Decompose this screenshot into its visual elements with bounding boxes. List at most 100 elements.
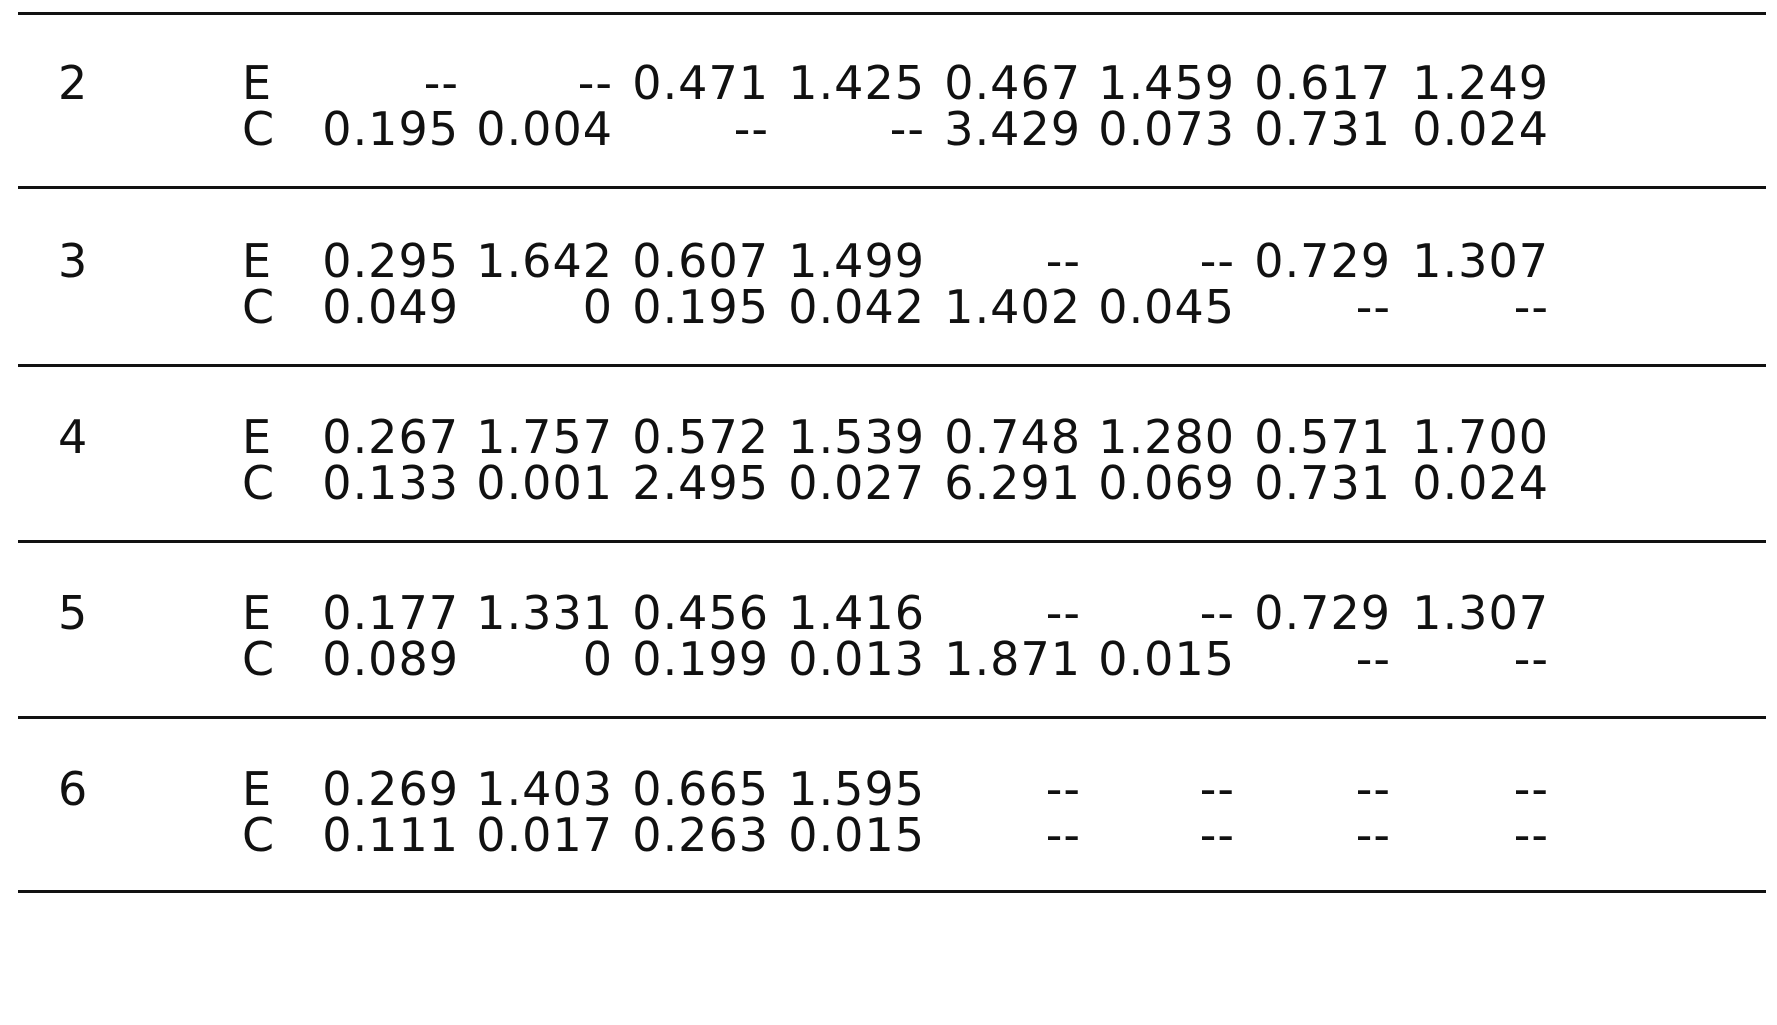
table-cell-c: 0.013 xyxy=(788,632,925,686)
table-cell-e: -- xyxy=(1199,234,1235,288)
table-cell-e: 1.307 xyxy=(1412,586,1549,640)
table-cell-e: -- xyxy=(423,56,459,110)
table-cell-e: 0.729 xyxy=(1254,586,1391,640)
table-cell-c: 0.111 xyxy=(322,808,459,862)
row-c-label: C xyxy=(242,456,276,510)
horizontal-rule xyxy=(18,716,1766,719)
table-cell-e: 0.572 xyxy=(632,410,769,464)
table-cell-c: 0.017 xyxy=(476,808,613,862)
table-cell-e: -- xyxy=(1199,762,1235,816)
table-cell-c: -- xyxy=(1513,808,1549,862)
horizontal-rule xyxy=(18,186,1766,189)
table-cell-c: 0.027 xyxy=(788,456,925,510)
table-cell-c: 0.024 xyxy=(1412,456,1549,510)
table-cell-e: 1.331 xyxy=(476,586,613,640)
table-cell-e: 1.416 xyxy=(788,586,925,640)
table-cell-c: 6.291 xyxy=(944,456,1081,510)
horizontal-rule xyxy=(18,12,1766,15)
row-e-label: E xyxy=(242,410,273,464)
table-cell-e: 1.307 xyxy=(1412,234,1549,288)
table-cell-e: 1.403 xyxy=(476,762,613,816)
table-cell-c: -- xyxy=(1513,280,1549,334)
table-cell-e: 1.757 xyxy=(476,410,613,464)
table-cell-e: 1.700 xyxy=(1412,410,1549,464)
horizontal-rule xyxy=(18,540,1766,543)
table-cell-e: -- xyxy=(1045,234,1081,288)
table-cell-c: 0.004 xyxy=(476,102,613,156)
table-cell-c: 0.042 xyxy=(788,280,925,334)
row-block-number: 4 xyxy=(58,410,89,464)
table-cell-e: -- xyxy=(1513,762,1549,816)
row-c-label: C xyxy=(242,808,276,862)
table-cell-e: 1.249 xyxy=(1412,56,1549,110)
table-cell-c: -- xyxy=(889,102,925,156)
table-cell-e: -- xyxy=(1045,762,1081,816)
table-cell-e: 0.295 xyxy=(322,234,459,288)
row-e-label: E xyxy=(242,586,273,640)
table-cell-c: 0.263 xyxy=(632,808,769,862)
table-cell-c: 0.089 xyxy=(322,632,459,686)
table-cell-e: 0.748 xyxy=(944,410,1081,464)
row-block-number: 3 xyxy=(58,234,89,288)
table-cell-e: 1.595 xyxy=(788,762,925,816)
table-cell-e: 0.665 xyxy=(632,762,769,816)
table-cell-c: 0.073 xyxy=(1098,102,1235,156)
row-c-label: C xyxy=(242,632,276,686)
table-cell-c: -- xyxy=(1199,808,1235,862)
table-cell-c: -- xyxy=(1355,808,1391,862)
table-cell-c: 0 xyxy=(582,280,613,334)
table-cell-c: 0.199 xyxy=(632,632,769,686)
table-cell-c: -- xyxy=(1513,632,1549,686)
table-cell-e: -- xyxy=(577,56,613,110)
table-cell-e: 0.607 xyxy=(632,234,769,288)
row-block-number: 5 xyxy=(58,586,89,640)
row-e-label: E xyxy=(242,56,273,110)
table-cell-e: -- xyxy=(1355,762,1391,816)
table-cell-c: 0.195 xyxy=(322,102,459,156)
table-cell-c: 0.195 xyxy=(632,280,769,334)
table-cell-e: 0.177 xyxy=(322,586,459,640)
table-cell-c: 0.001 xyxy=(476,456,613,510)
table-cell-c: -- xyxy=(1045,808,1081,862)
table-cell-e: -- xyxy=(1045,586,1081,640)
table-cell-e: 1.539 xyxy=(788,410,925,464)
table-cell-c: 0.133 xyxy=(322,456,459,510)
table-cell-e: 0.267 xyxy=(322,410,459,464)
row-e-label: E xyxy=(242,234,273,288)
table-cell-c: -- xyxy=(733,102,769,156)
table-cell-e: 0.456 xyxy=(632,586,769,640)
row-c-label: C xyxy=(242,280,276,334)
table-cell-e: 1.499 xyxy=(788,234,925,288)
table-cell-e: 1.459 xyxy=(1098,56,1235,110)
table-cell-e: 0.471 xyxy=(632,56,769,110)
table-cell-c: 2.495 xyxy=(632,456,769,510)
table-cell-e: 1.642 xyxy=(476,234,613,288)
table-cell-c: -- xyxy=(1355,632,1391,686)
table-cell-c: 0.045 xyxy=(1098,280,1235,334)
table-cell-c: 0.069 xyxy=(1098,456,1235,510)
horizontal-rule xyxy=(18,890,1766,893)
table-cell-c: 0.015 xyxy=(1098,632,1235,686)
table-cell-c: 1.402 xyxy=(944,280,1081,334)
table-cell-e: 0.269 xyxy=(322,762,459,816)
table-cell-c: 0.731 xyxy=(1254,456,1391,510)
row-c-label: C xyxy=(242,102,276,156)
table-cell-c: 0.049 xyxy=(322,280,459,334)
table-cell-c: 0 xyxy=(582,632,613,686)
table-cell-c: 3.429 xyxy=(944,102,1081,156)
table-cell-c: 1.871 xyxy=(944,632,1081,686)
row-e-label: E xyxy=(242,762,273,816)
table-cell-e: 0.467 xyxy=(944,56,1081,110)
table-cell-e: 0.617 xyxy=(1254,56,1391,110)
table-cell-c: -- xyxy=(1355,280,1391,334)
row-block-number: 6 xyxy=(58,762,89,816)
table-cell-c: 0.731 xyxy=(1254,102,1391,156)
row-block-number: 2 xyxy=(58,56,89,110)
table-cell-e: -- xyxy=(1199,586,1235,640)
horizontal-rule xyxy=(18,364,1766,367)
table-cell-e: 1.280 xyxy=(1098,410,1235,464)
table-cell-c: 0.015 xyxy=(788,808,925,862)
table-cell-e: 1.425 xyxy=(788,56,925,110)
table-cell-c: 0.024 xyxy=(1412,102,1549,156)
table-cell-e: 0.571 xyxy=(1254,410,1391,464)
